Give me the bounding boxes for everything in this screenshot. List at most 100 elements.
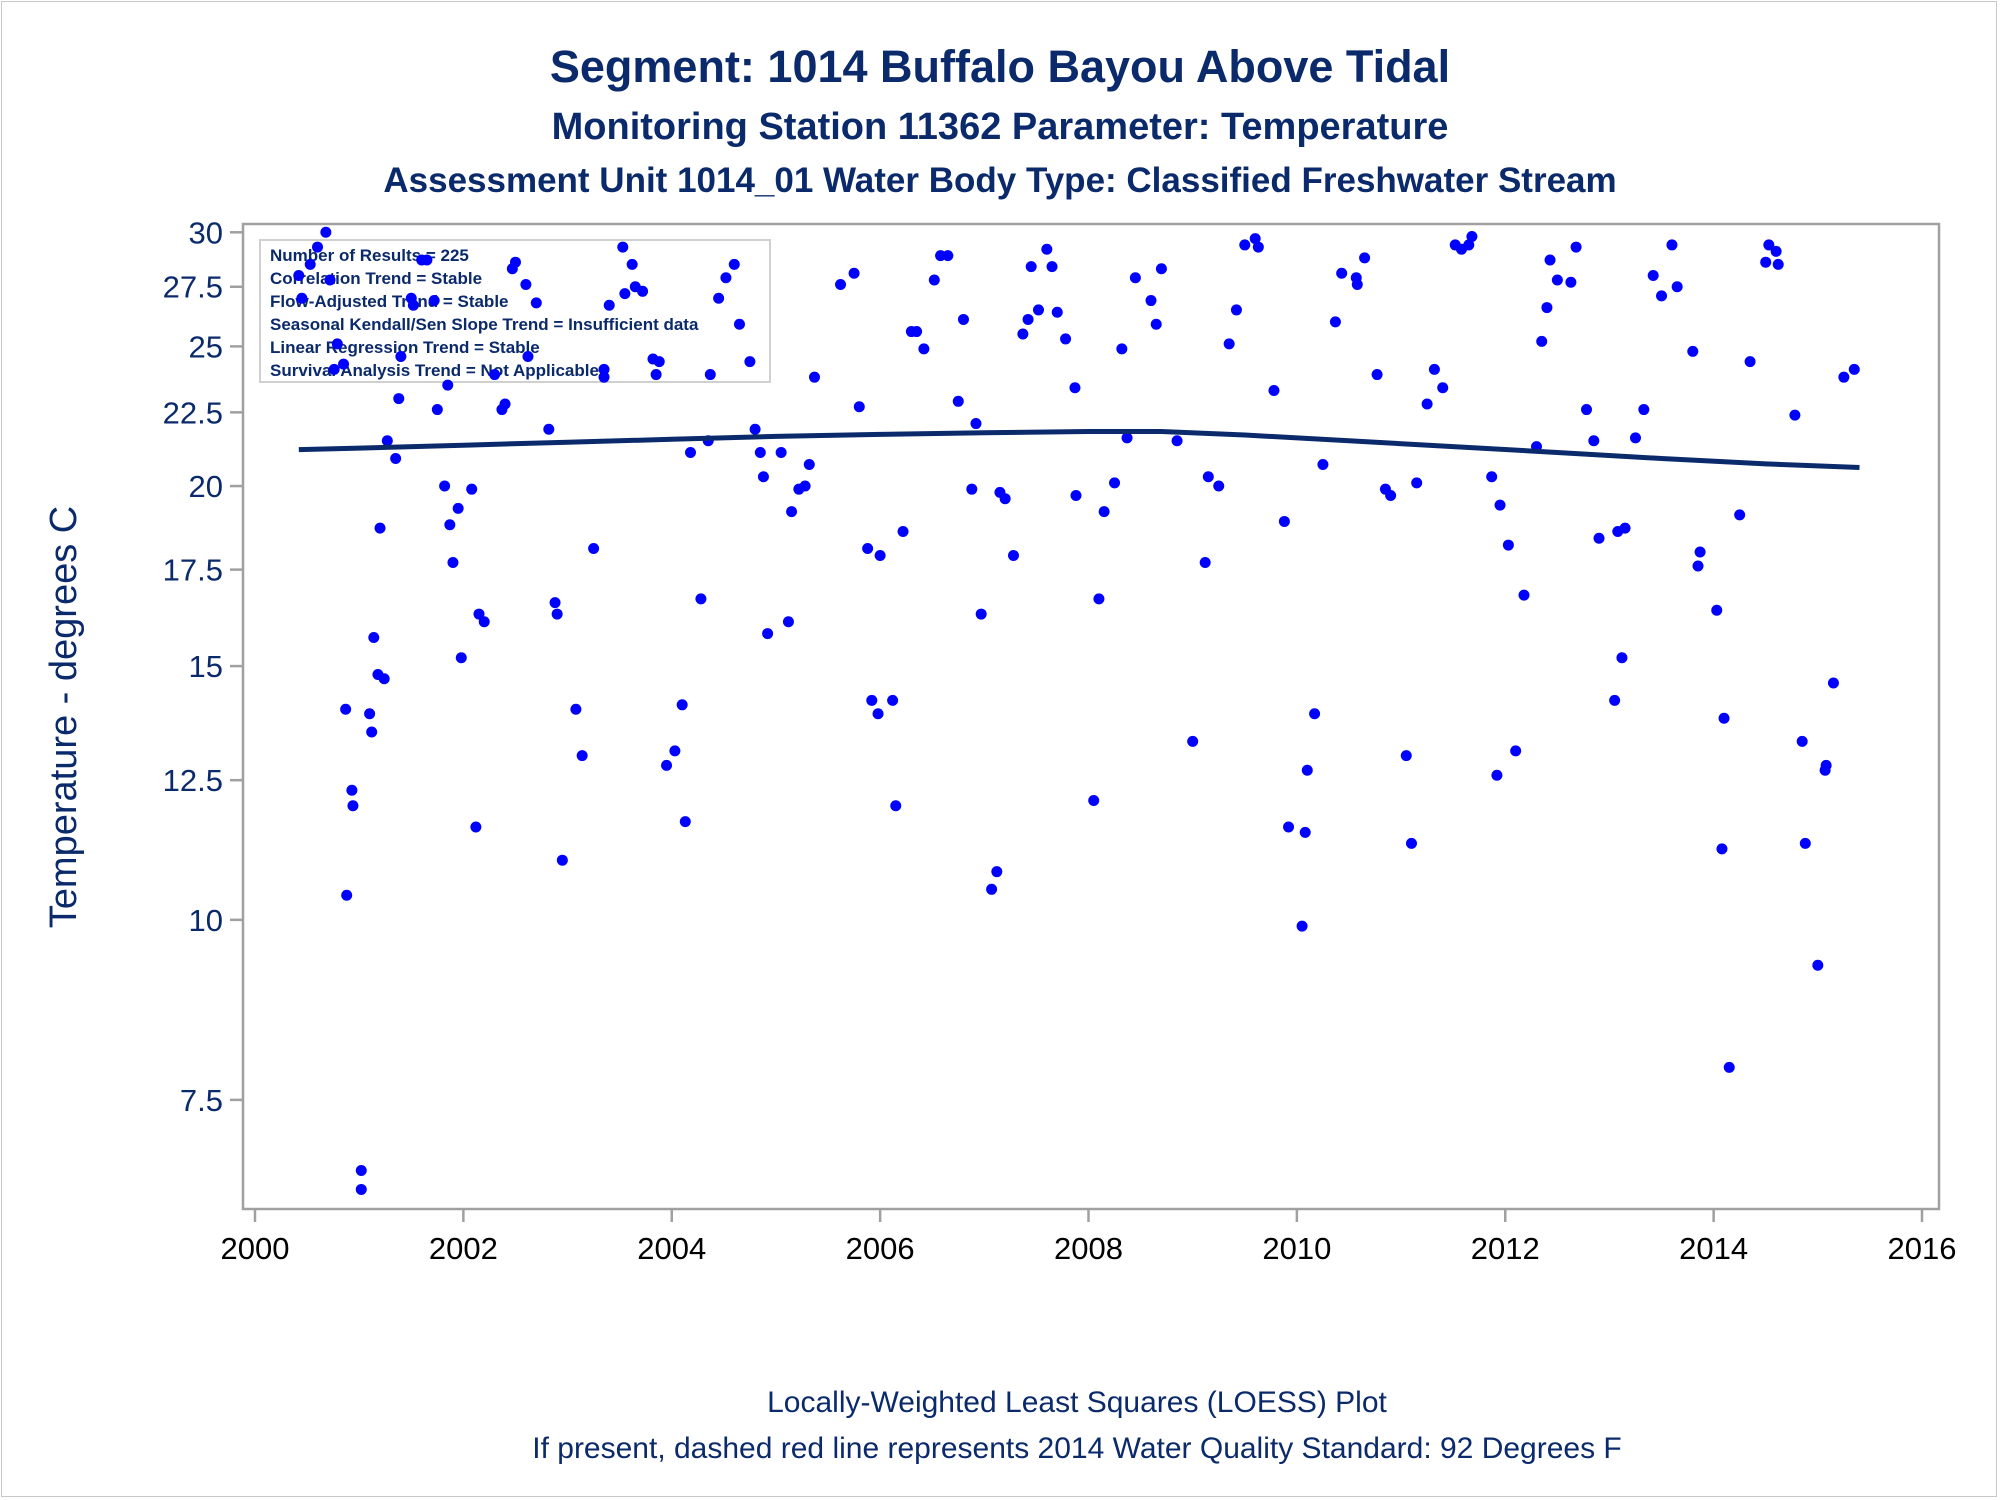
data-point [957, 313, 969, 325]
data-point [1616, 652, 1628, 664]
data-point [1428, 363, 1440, 375]
data-point [338, 358, 350, 370]
data-point [897, 525, 909, 537]
data-point [617, 241, 629, 253]
data-point [1671, 281, 1683, 293]
data-point [551, 608, 563, 620]
data-point [312, 241, 324, 253]
y-tick-label: 22.5 [163, 395, 223, 430]
data-point [381, 435, 393, 447]
data-point [872, 708, 884, 720]
data-point [1032, 304, 1044, 316]
data-point [530, 297, 542, 309]
data-point [1421, 398, 1433, 410]
data-point [598, 371, 610, 383]
data-point [650, 369, 662, 381]
data-point [1088, 795, 1100, 807]
data-point [355, 1183, 367, 1195]
stats-line-correlation: Correlation Trend = Stable [270, 269, 482, 288]
data-point [1129, 272, 1141, 284]
data-point [1230, 304, 1242, 316]
data-point [1799, 837, 1811, 849]
data-point [986, 883, 998, 895]
data-point [355, 1164, 367, 1176]
data-point [1017, 328, 1029, 340]
data-point [1109, 477, 1121, 489]
data-point [478, 616, 490, 628]
data-point [1202, 471, 1214, 483]
data-point [679, 816, 691, 828]
y-tick-label: 10 [189, 903, 223, 938]
y-axis: 7.5 10 12.5 15 17.5 20 22.5 25 27.5 30 [163, 215, 243, 1118]
stats-line-flow-adjusted: Flow-Adjusted Trend = Stable [270, 292, 509, 311]
x-tick-label: 2004 [637, 1231, 706, 1266]
data-point [970, 418, 982, 430]
data-point [653, 356, 665, 368]
data-point [782, 616, 794, 628]
data-point [1046, 261, 1058, 273]
data-point [918, 343, 930, 355]
data-point [328, 363, 340, 375]
data-point [874, 549, 886, 561]
data-point [455, 652, 467, 664]
data-point [808, 371, 820, 383]
data-point [942, 250, 954, 262]
data-point [366, 726, 378, 738]
y-tick-label: 12.5 [163, 763, 223, 798]
y-tick-label: 20 [189, 469, 223, 504]
data-point [1239, 239, 1251, 251]
data-point [428, 295, 440, 307]
data-point [1463, 239, 1475, 251]
x-tick-label: 2014 [1679, 1231, 1748, 1266]
data-point [1544, 254, 1556, 266]
data-point [1820, 759, 1832, 771]
data-point [1486, 471, 1498, 483]
data-point [1317, 459, 1329, 471]
data-point [603, 299, 615, 311]
stats-line-results: Number of Results = 225 [270, 246, 469, 265]
data-point [1007, 549, 1019, 561]
data-point [442, 379, 454, 391]
data-point [1734, 509, 1746, 521]
data-point [520, 278, 532, 290]
data-point [1541, 302, 1553, 314]
data-point [576, 750, 588, 762]
data-point [1744, 356, 1756, 368]
data-point [1848, 363, 1860, 375]
data-point [749, 423, 761, 435]
data-point [1619, 522, 1631, 534]
data-point [1150, 318, 1162, 330]
data-point [320, 226, 332, 238]
data-point [324, 274, 336, 286]
chart-subtitle: Monitoring Station 11362 Parameter: Temp… [552, 106, 1449, 148]
data-point [1656, 290, 1668, 302]
stats-line-seasonal-kendall: Seasonal Kendall/Sen Slope Trend = Insuf… [270, 315, 699, 334]
data-point [407, 299, 419, 311]
data-point [1510, 745, 1522, 757]
data-point [390, 452, 402, 464]
data-point [431, 404, 443, 416]
data-point [296, 292, 308, 304]
data-point [928, 274, 940, 286]
data-point [853, 401, 865, 413]
data-point [862, 543, 874, 555]
y-tick-label: 17.5 [163, 553, 223, 588]
data-point [1283, 821, 1295, 833]
data-point [685, 447, 697, 459]
data-point [466, 483, 478, 495]
data-point [1371, 369, 1383, 381]
data-point [598, 363, 610, 375]
x-tick-label: 2010 [1262, 1231, 1331, 1266]
data-point [757, 471, 769, 483]
data-point [1093, 593, 1105, 605]
loess-trend-line [298, 429, 1860, 470]
data-point [374, 522, 386, 534]
data-point [835, 278, 847, 290]
data-point [1022, 313, 1034, 325]
data-point [1252, 241, 1264, 253]
data-point [1570, 241, 1582, 253]
data-point [762, 628, 774, 640]
data-point [1772, 258, 1784, 270]
data-point [1171, 435, 1183, 447]
